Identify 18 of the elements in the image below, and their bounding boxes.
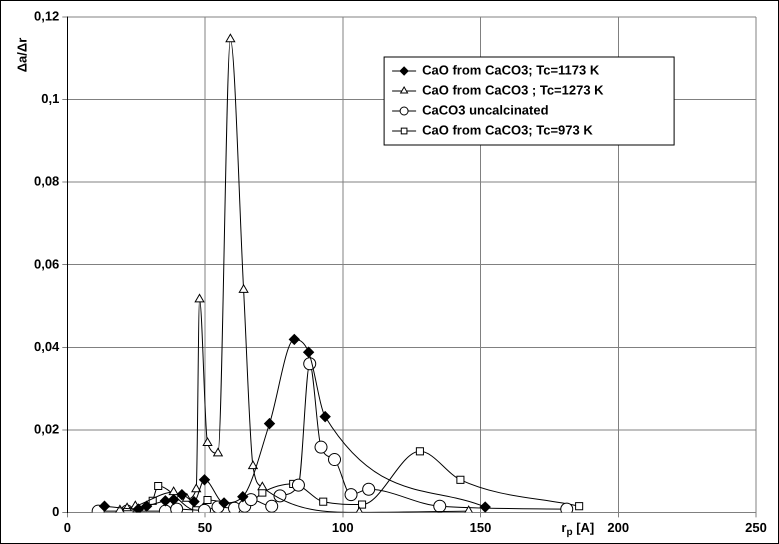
x-tick-label: 250: [745, 520, 767, 535]
y-tick-label: 0: [52, 504, 60, 519]
x-tick-label: 0: [64, 520, 71, 535]
x-tick-label: 50: [198, 520, 212, 535]
y-axis-title: Δa/Δr: [14, 38, 30, 72]
y-tick-label: 0,12: [34, 8, 60, 24]
x-tick-label: 100: [332, 520, 354, 535]
legend-label: CaO from CaCO3; Tc=1173 K: [422, 62, 600, 78]
y-tick-label: 0,1: [41, 91, 60, 106]
legend-label: CaO from CaCO3; Tc=973 K: [422, 122, 594, 138]
y-tick-label: 0,06: [34, 256, 60, 272]
y-tick-label: 0,08: [34, 174, 60, 189]
y-tick-label: 0,04: [34, 338, 60, 354]
y-tick-label: 0,02: [34, 421, 60, 436]
x-tick-label: 150: [470, 520, 492, 535]
x-tick-label: 200: [607, 520, 630, 535]
legend-label: CaCO3 uncalcinated: [422, 102, 549, 118]
legend-label: CaO from CaCO3 ; Tc=1273 K: [422, 82, 604, 98]
